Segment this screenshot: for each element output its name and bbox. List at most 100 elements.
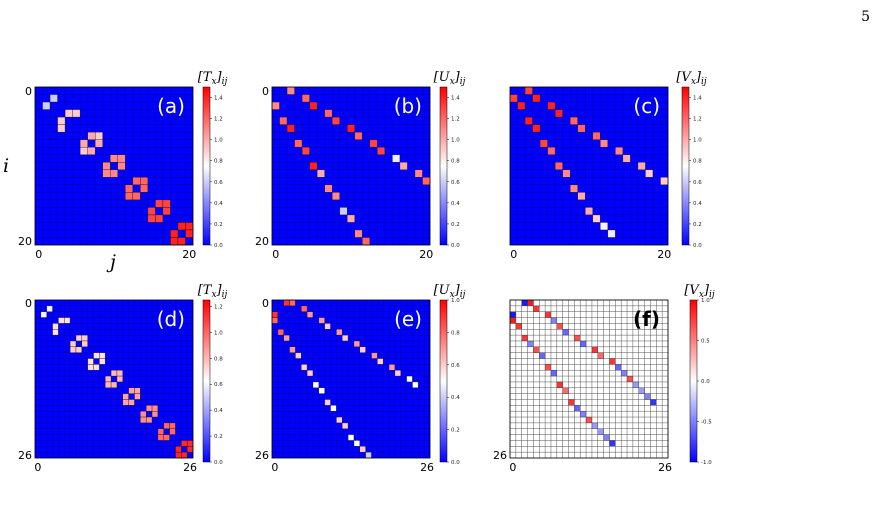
heatmap-cell bbox=[547, 101, 556, 110]
heatmap-cell bbox=[177, 222, 186, 231]
heatmap-cell bbox=[394, 370, 401, 377]
panel-label: (a) bbox=[157, 94, 185, 118]
panel-label: (e) bbox=[394, 307, 422, 331]
heatmap-cell bbox=[186, 446, 194, 453]
colorbar-tick-label: 0.0 bbox=[451, 460, 460, 466]
colorbar-tick-label: 0.6 bbox=[693, 180, 702, 186]
heatmap-cell bbox=[371, 352, 378, 359]
heatmap-cell bbox=[57, 116, 66, 125]
heatmap-cell bbox=[556, 381, 563, 388]
heatmap-cell bbox=[359, 446, 366, 453]
heatmap-cell bbox=[592, 214, 601, 223]
colorbar-tick-label: 1.0 bbox=[701, 298, 710, 304]
heatmap-cell bbox=[117, 154, 126, 163]
heatmap-cell bbox=[116, 370, 123, 377]
heatmap-cell bbox=[87, 131, 96, 140]
colorbar-tick-label: 0.2 bbox=[451, 428, 460, 434]
heatmap-cell bbox=[353, 340, 360, 347]
heatmap-cell bbox=[95, 139, 103, 148]
colorbar-tick-label: 1.2 bbox=[451, 117, 460, 123]
heatmap-cell bbox=[140, 416, 147, 424]
heatmap-cell bbox=[301, 94, 310, 103]
heatmap-cell bbox=[155, 199, 164, 208]
x-tick-label: 20 bbox=[182, 248, 196, 261]
x-tick-label: 26 bbox=[658, 461, 672, 474]
colorbar bbox=[689, 299, 698, 463]
y-tick-label: 26 bbox=[255, 449, 269, 462]
heatmap-cell bbox=[134, 393, 141, 400]
heatmap-grid bbox=[34, 299, 194, 459]
heatmap-cell bbox=[539, 139, 548, 148]
colorbar-tick-label: 0.2 bbox=[451, 222, 460, 228]
colorbar-tick-label: 0.4 bbox=[451, 395, 460, 401]
heatmap-cell bbox=[147, 207, 156, 216]
column-axis-label: j bbox=[106, 251, 116, 273]
heatmap-cell bbox=[140, 184, 149, 193]
heatmap-grid bbox=[509, 299, 669, 459]
heatmap-cell bbox=[637, 162, 646, 170]
y-tick-label: 0 bbox=[25, 85, 32, 98]
heatmap-cell bbox=[539, 352, 546, 359]
heatmap-cell bbox=[347, 124, 355, 133]
heatmap-cell bbox=[122, 393, 129, 400]
colorbar-tick-label: 1.0 bbox=[214, 138, 223, 144]
heatmap-cell bbox=[147, 214, 156, 223]
heatmap-cell bbox=[132, 192, 141, 201]
heatmap-cell bbox=[603, 434, 610, 441]
y-tick-label: 20 bbox=[255, 235, 269, 248]
heatmap-cell bbox=[81, 334, 88, 342]
colorbar-tick-label: 0.6 bbox=[214, 180, 223, 186]
heatmap-cell bbox=[406, 375, 413, 383]
heatmap-cell bbox=[93, 352, 100, 359]
y-tick-label: 26 bbox=[18, 449, 32, 462]
heatmap-cell bbox=[591, 422, 598, 429]
heatmap-cell bbox=[392, 154, 401, 163]
heatmap-cell bbox=[286, 124, 295, 133]
heatmap-cell bbox=[554, 109, 563, 118]
heatmap-cell bbox=[40, 311, 47, 318]
panel-label: (f) bbox=[633, 307, 660, 331]
heatmap-cell bbox=[283, 299, 290, 307]
panel-label: (c) bbox=[633, 94, 660, 118]
heatmap-cell bbox=[577, 192, 586, 201]
heatmap-cell bbox=[316, 169, 325, 178]
heatmap-cell bbox=[318, 387, 325, 394]
heatmap-frame bbox=[509, 86, 669, 246]
heatmap-cell bbox=[175, 451, 182, 459]
heatmap-cell bbox=[301, 364, 308, 371]
heatmap-cell bbox=[377, 358, 384, 365]
heatmap-cell bbox=[524, 116, 533, 125]
heatmap-cell bbox=[294, 139, 303, 148]
heatmap-cell bbox=[110, 370, 118, 377]
heatmap-cell bbox=[577, 124, 586, 133]
heatmap-cell bbox=[140, 411, 147, 418]
heatmap-cell bbox=[615, 147, 624, 155]
y-tick-label: 26 bbox=[493, 449, 507, 462]
colorbar-tick-label: 0.8 bbox=[693, 159, 702, 165]
colorbar-tick-label: 0.4 bbox=[214, 408, 223, 414]
heatmap-frame bbox=[271, 86, 431, 246]
colorbar-title: [Vx]ij bbox=[676, 70, 707, 87]
heatmap-cell bbox=[185, 222, 194, 231]
heatmap-cell bbox=[568, 399, 575, 406]
colorbar-tick-label: 0.6 bbox=[451, 363, 460, 369]
x-tick-label: 0 bbox=[272, 248, 279, 261]
heatmap-cell bbox=[550, 317, 557, 324]
x-tick-label: 0 bbox=[510, 248, 517, 261]
heatmap-cell bbox=[362, 237, 370, 246]
heatmap-cell bbox=[644, 393, 651, 400]
heatmap-cell bbox=[271, 101, 280, 110]
y-tick-label: 0 bbox=[262, 297, 269, 310]
heatmap-cell bbox=[105, 381, 112, 388]
heatmap-cell bbox=[64, 317, 71, 324]
colorbar-tick-label: 1.2 bbox=[214, 117, 223, 123]
heatmap-cell bbox=[524, 86, 533, 95]
heatmap-background bbox=[35, 300, 193, 458]
x-tick-label: 20 bbox=[419, 248, 433, 261]
heatmap-cell bbox=[580, 340, 587, 347]
colorbar-title: [Vx]ij bbox=[684, 283, 715, 300]
colorbar-title: [Tx]ij bbox=[198, 283, 228, 300]
heatmap-cell bbox=[52, 323, 59, 330]
heatmap-cell bbox=[52, 329, 59, 336]
